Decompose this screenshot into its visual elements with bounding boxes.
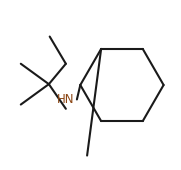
Text: HN: HN <box>57 93 75 106</box>
